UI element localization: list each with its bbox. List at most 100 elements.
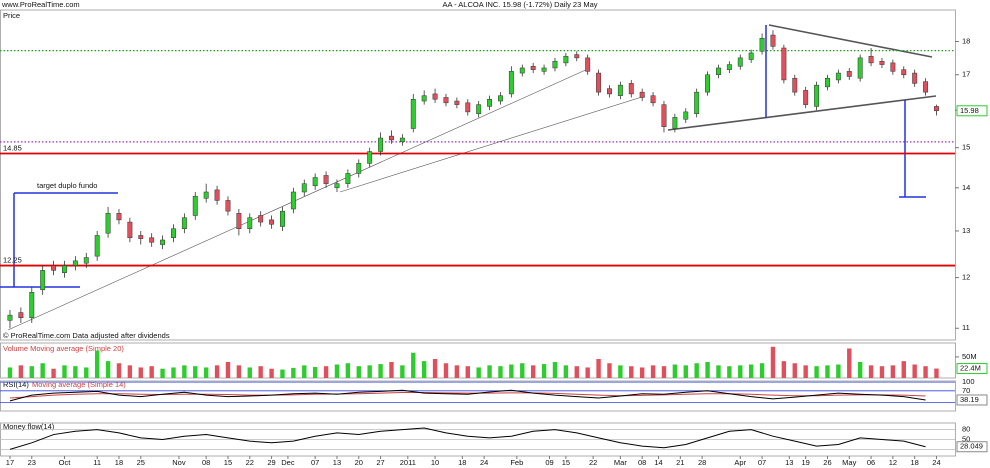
volume-bar: [705, 361, 710, 378]
candle-body: [890, 62, 896, 72]
volume-bar: [814, 366, 819, 378]
candle-body: [541, 67, 547, 72]
volume-bar: [312, 367, 318, 378]
volume-bar: [193, 366, 198, 378]
candle-body: [476, 104, 482, 114]
current-price-tag: [956, 105, 988, 117]
x-tick-label: 19: [801, 458, 809, 467]
candle-body: [149, 237, 155, 243]
y-tick-label: 50: [962, 434, 970, 443]
volume-bar: [258, 366, 263, 378]
x-tick-label: 20: [355, 458, 363, 467]
volume-bar: [323, 366, 329, 378]
candle-body: [40, 270, 46, 291]
volume-bar: [574, 366, 579, 378]
x-tick-label: Oct: [59, 458, 72, 467]
volume-bar: [62, 365, 67, 378]
x-tick-label: 27: [376, 458, 384, 467]
volume-bar: [465, 366, 470, 378]
candle-body: [29, 292, 35, 318]
volume-bar: [280, 369, 285, 378]
volume-bar: [563, 365, 569, 378]
volume-bar: [890, 365, 896, 378]
x-tick-label: 15: [224, 458, 232, 467]
volume-bar: [836, 364, 841, 378]
volume-bar: [84, 367, 89, 378]
volume-bar: [857, 361, 863, 378]
y-tick-label: 13: [962, 226, 970, 235]
volume-bar: [432, 359, 438, 378]
candle-body: [585, 57, 591, 72]
x-tick-label: May: [842, 458, 856, 467]
volume-bar: [792, 363, 797, 378]
volume-bar: [672, 364, 678, 378]
x-tick-label: 21: [676, 458, 684, 467]
candle-body: [803, 90, 809, 105]
volume-bar: [454, 365, 460, 378]
volume-bar: [923, 366, 928, 378]
x-tick-label: Mar: [614, 458, 627, 467]
candle-body: [814, 84, 820, 107]
x-tick-label: 07: [311, 458, 319, 467]
mfi-title: Money flow(14): [3, 422, 55, 431]
annotation: target duplo fundo: [37, 181, 97, 190]
candle-body: [912, 72, 918, 84]
candle-body: [51, 265, 57, 271]
candle-body: [443, 97, 449, 104]
volume-bar: [182, 365, 187, 378]
x-tick-label: 13: [785, 458, 793, 467]
volume-bar: [236, 365, 242, 378]
candle-body: [116, 213, 122, 221]
candle-body: [923, 81, 929, 93]
volume-bar: [530, 365, 536, 378]
volume-bar: [214, 365, 220, 378]
volume-bar: [269, 368, 274, 378]
volume-bar: [476, 367, 481, 378]
volume-bar: [868, 365, 874, 378]
rsi-current: 38.19: [960, 395, 979, 404]
candle-body: [334, 183, 340, 189]
candle-body: [345, 173, 351, 184]
volume-bar: [901, 361, 906, 378]
volume-bar: [367, 365, 372, 378]
volume-bar: [73, 366, 78, 378]
candle-body: [301, 183, 307, 193]
candle-body: [519, 67, 525, 74]
rsi-line: [9, 389, 926, 402]
volume-bar: [40, 363, 45, 378]
volume-bar: [803, 365, 808, 378]
volume-bar: [770, 346, 776, 378]
volume-bar: [912, 364, 917, 378]
x-tick-label: 18: [910, 458, 918, 467]
candle-body: [171, 228, 176, 238]
price-label: Price: [3, 11, 20, 20]
volume-bar: [498, 366, 503, 378]
volume-bar: [629, 366, 634, 378]
candle-body: [487, 98, 493, 107]
volume-bar: [683, 365, 688, 378]
mfi-current-tag: [956, 441, 988, 453]
volume-bar: [127, 365, 133, 378]
chart-title: AA - ALCOA INC. 15.98 (-1.72%) Daily 23 …: [442, 0, 597, 9]
candle-body: [280, 210, 285, 227]
x-tick-label: 28: [698, 458, 706, 467]
x-tick-label: Dec: [281, 458, 295, 467]
candle-body: [574, 54, 580, 59]
y-tick-label: 70: [962, 386, 970, 395]
volume-bar: [356, 366, 361, 378]
volume-bar: [748, 364, 754, 378]
candle-body: [378, 137, 384, 152]
x-tick-label: 13: [333, 458, 341, 467]
volume-bar: [509, 364, 514, 378]
mfi-current: 28.049: [960, 442, 983, 451]
x-tick-label: 12: [889, 458, 897, 467]
source: www.ProRealTime.com: [1, 0, 80, 9]
volume-bar: [7, 367, 13, 378]
candle-body: [530, 66, 536, 70]
candle-body: [138, 235, 144, 239]
volume-bar: [302, 365, 307, 378]
candle-body: [672, 117, 678, 129]
candle-body: [94, 235, 100, 257]
trendlines: [7, 24, 937, 331]
x-tick-label: 15: [562, 458, 570, 467]
